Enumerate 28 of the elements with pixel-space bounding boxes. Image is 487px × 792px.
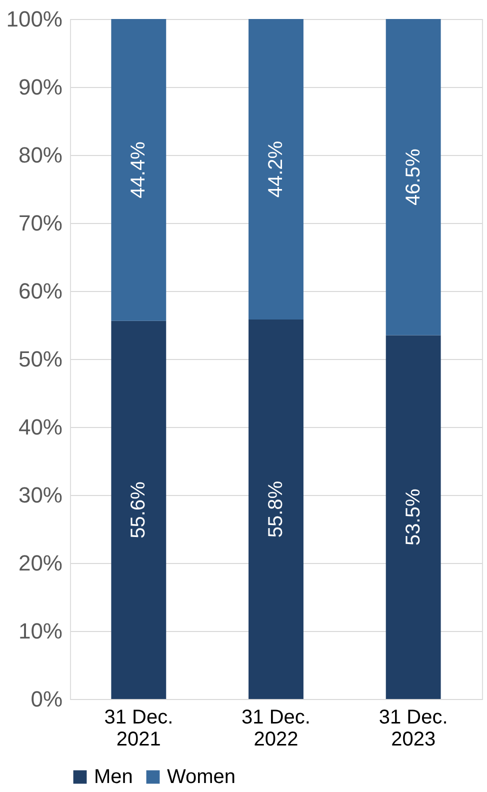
data-label: 44.2% bbox=[265, 140, 287, 198]
y-tick-label: 60% bbox=[18, 278, 62, 304]
y-tick-label: 90% bbox=[18, 74, 62, 100]
bar bbox=[386, 19, 441, 336]
bar bbox=[248, 320, 304, 699]
x-tick-label: 31 Dec. 2023 bbox=[378, 706, 448, 750]
x-tick-label: 31 Dec. 2021 bbox=[104, 706, 174, 750]
bar bbox=[111, 320, 166, 699]
legend-label: Women bbox=[167, 766, 236, 788]
y-tick-label: 80% bbox=[18, 142, 62, 168]
y-tick-label: 70% bbox=[18, 210, 62, 236]
y-tick-label: 40% bbox=[18, 414, 62, 440]
y-tick-label: 0% bbox=[30, 686, 62, 712]
data-label: 55.8% bbox=[265, 480, 287, 538]
data-label: 53.5% bbox=[402, 488, 424, 546]
y-tick-label: 50% bbox=[18, 346, 62, 372]
data-label: 46.5% bbox=[402, 148, 424, 206]
data-label: 55.6% bbox=[128, 481, 150, 538]
y-tick-label: 10% bbox=[18, 618, 62, 644]
bar bbox=[386, 335, 441, 699]
data-label: 44.4% bbox=[128, 141, 150, 198]
legend-label: Men bbox=[94, 766, 133, 788]
x-tick-label: 31 Dec. 2022 bbox=[242, 706, 310, 750]
bar bbox=[248, 19, 304, 320]
y-tick-label: 30% bbox=[18, 482, 62, 508]
y-tick-label: 100% bbox=[6, 6, 62, 32]
y-tick-label: 20% bbox=[18, 550, 62, 576]
bar bbox=[111, 19, 166, 321]
